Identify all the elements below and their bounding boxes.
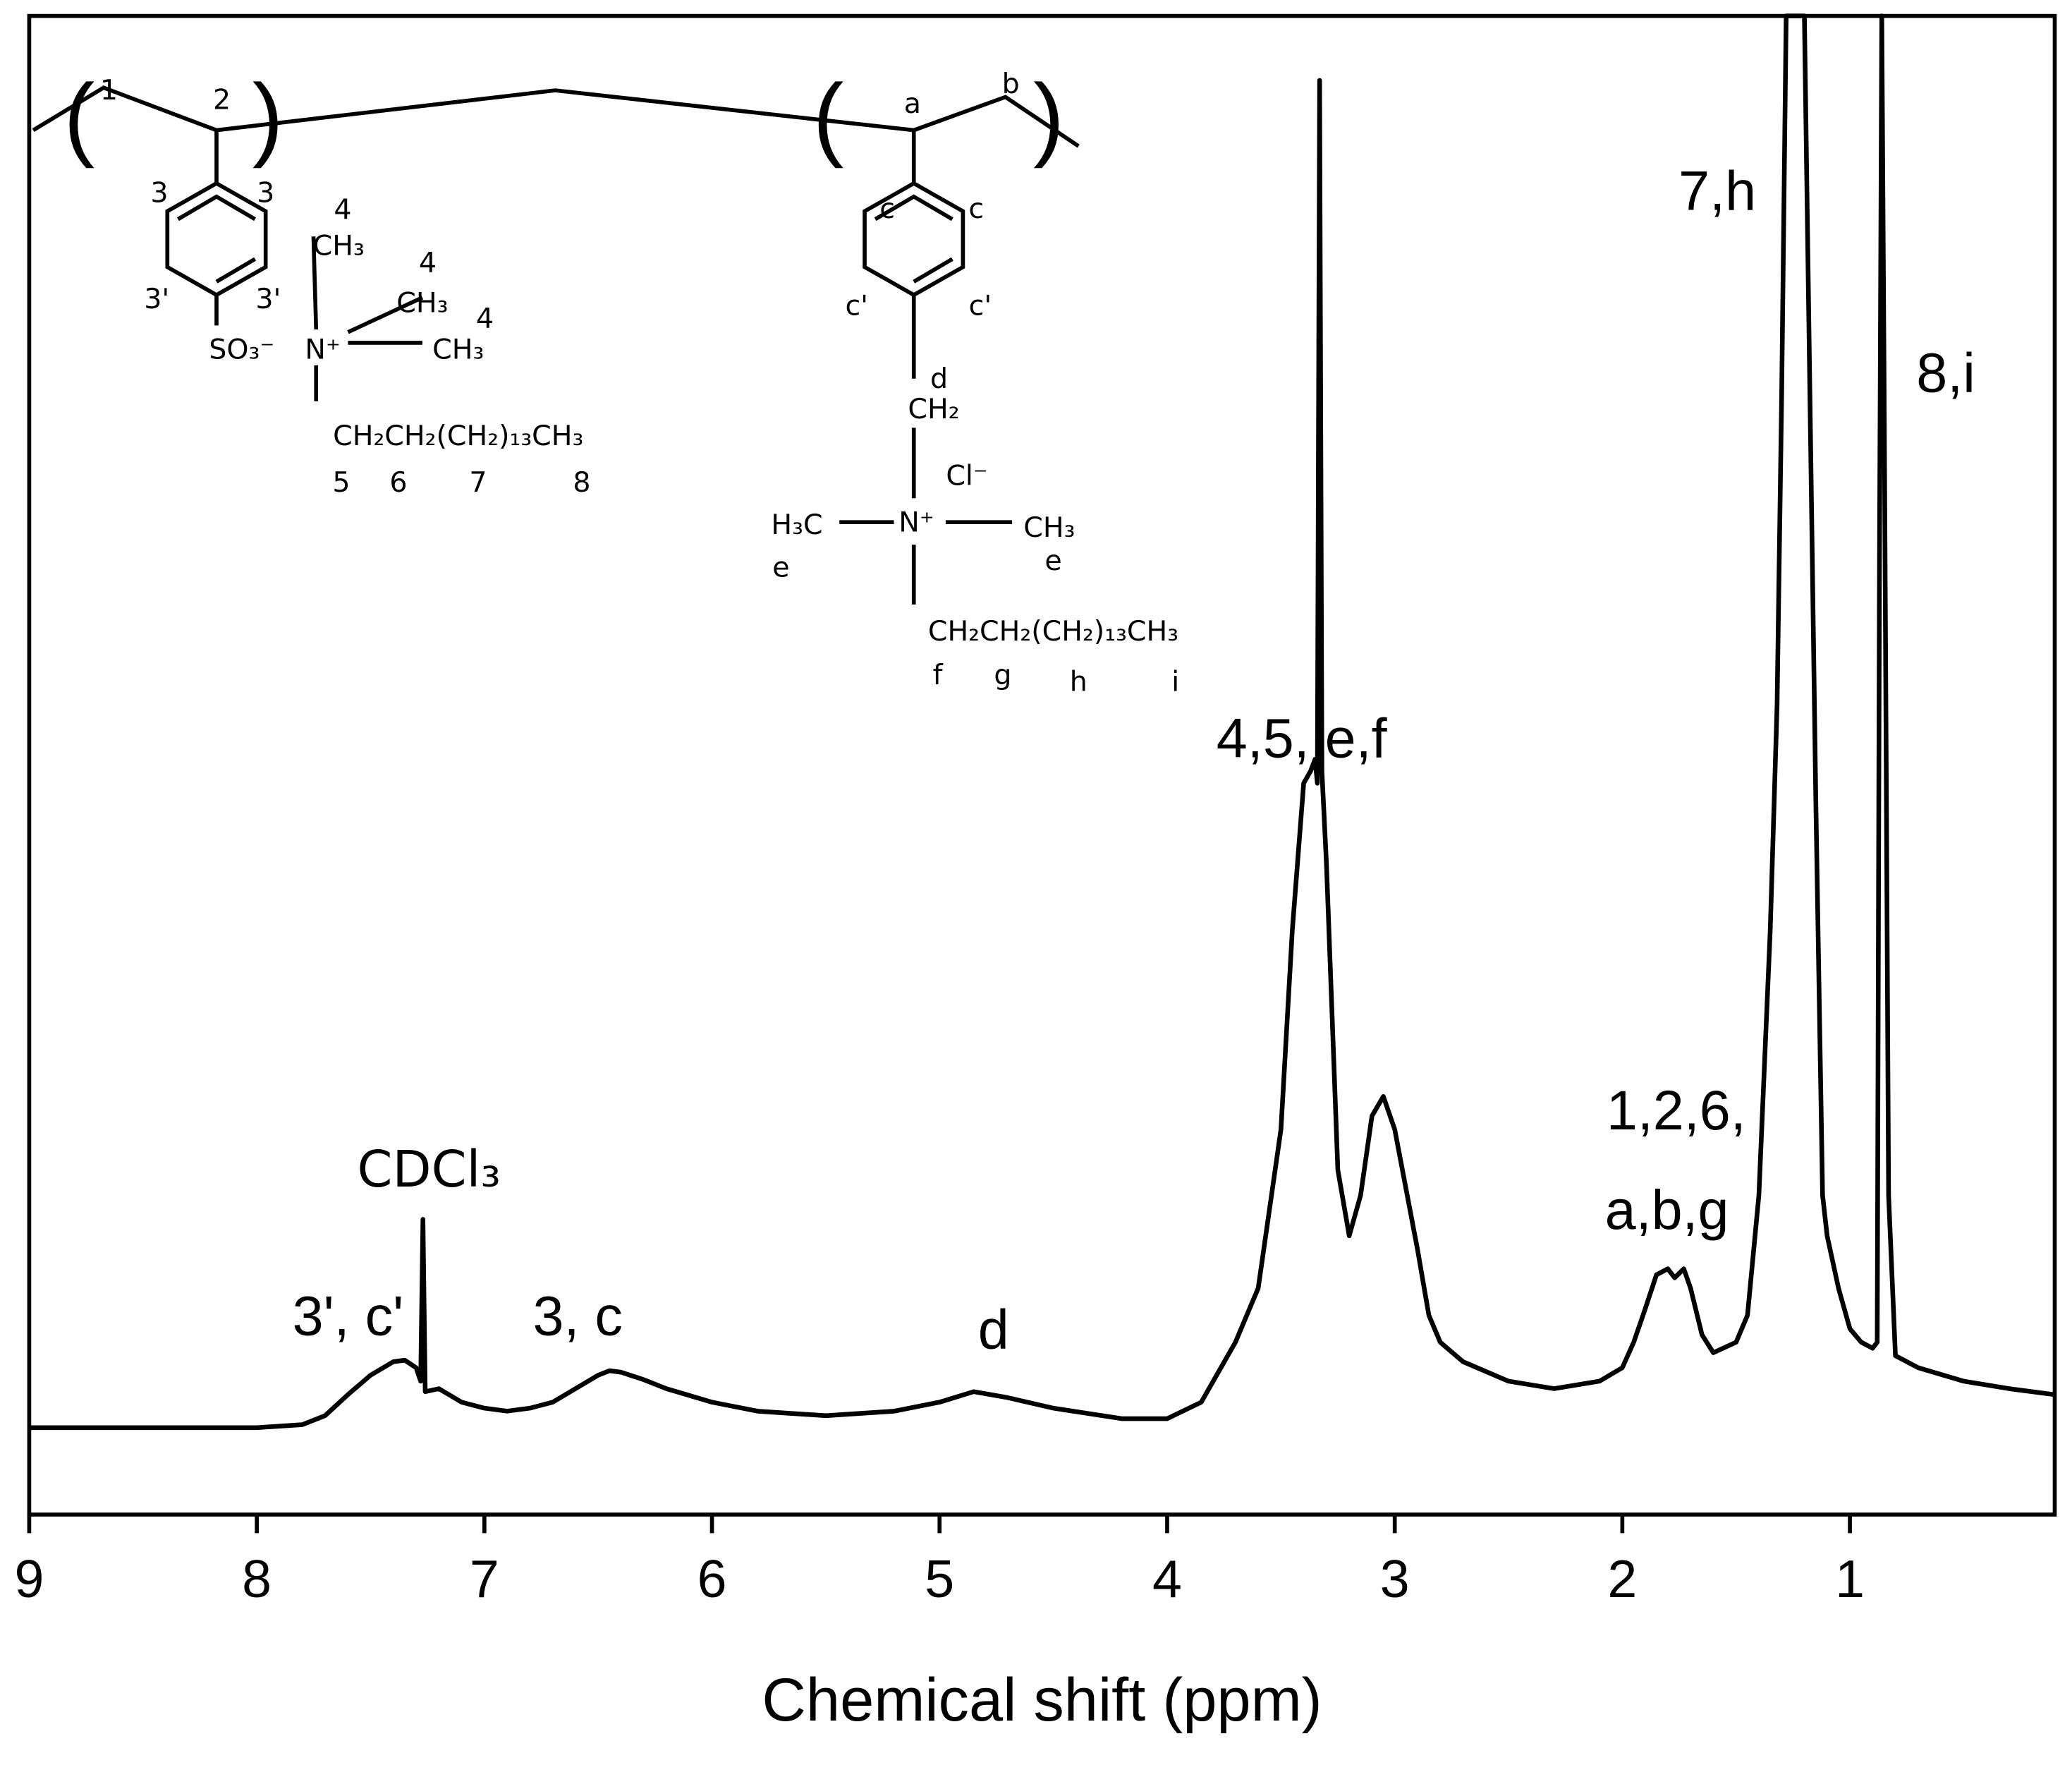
structure-label: CH₂CH₂(CH₂)₁₃CH₃ — [333, 420, 583, 452]
structure-label: 3' — [255, 283, 281, 315]
structure-label: 4 — [419, 247, 437, 279]
structure-label: CH₃ — [313, 230, 365, 262]
structure-label: a — [904, 87, 921, 120]
structure-label: 4 — [476, 303, 494, 335]
spectrum-line — [29, 13, 2055, 1431]
structure-label: 3 — [257, 176, 274, 209]
x-tick-label: 8 — [242, 1549, 272, 1608]
structure-label: c — [879, 193, 895, 225]
structure-label: i — [1171, 665, 1179, 698]
structure-label: e — [1044, 545, 1061, 577]
x-tick-label: 7 — [470, 1549, 499, 1608]
bond — [311, 236, 319, 330]
peak-annotation: 1,2,6, — [1607, 1079, 1746, 1141]
structure-label: CH₃ — [396, 287, 448, 320]
x-tick-label: 1 — [1835, 1549, 1865, 1608]
x-tick-label: 5 — [925, 1549, 954, 1608]
x-tick-label: 3 — [1380, 1549, 1410, 1608]
x-axis-label: Chemical shift (ppm) — [762, 1666, 1322, 1734]
structure-label: CH₂CH₂(CH₂)₁₃CH₃ — [928, 615, 1178, 648]
bracket: ( — [63, 65, 95, 169]
structure-label: CH₃ — [1023, 511, 1075, 544]
structure-label: h — [1070, 665, 1087, 698]
bond — [347, 296, 424, 334]
peak-annotation: a,b,g — [1605, 1178, 1729, 1241]
structure-label: f — [933, 659, 944, 691]
peak-annotation: 3, c — [533, 1285, 623, 1347]
structure-label: 5 — [332, 466, 350, 499]
structure-label: 4 — [334, 194, 351, 226]
structure-label: g — [994, 659, 1011, 691]
structure-label: 7 — [469, 466, 487, 499]
structure-label: CH₃ — [432, 333, 484, 365]
structure-label: b — [1002, 68, 1020, 100]
bracket: ( — [813, 65, 844, 169]
x-tick-label: 2 — [1607, 1549, 1637, 1608]
structure-label: d — [930, 363, 948, 395]
structure: ( ) ( ) — [32, 65, 1080, 605]
peak-annotation: d — [978, 1298, 1009, 1361]
peak-annotation: 3', c' — [293, 1285, 404, 1347]
structure-label: 8 — [573, 466, 590, 499]
peak-annotation: 7,h — [1678, 159, 1756, 222]
structure-label: 1 — [100, 74, 118, 107]
x-tick-label: 9 — [14, 1549, 44, 1608]
bracket: ) — [252, 65, 284, 169]
structure-label: 6 — [389, 466, 407, 499]
peak-annotation: CDCl₃ — [358, 1140, 501, 1199]
structure-label: CH₂ — [908, 393, 959, 425]
peak-annotation: 4,5, e,f — [1217, 706, 1388, 769]
structure-label: H₃C — [771, 509, 822, 541]
ring-bond — [913, 257, 953, 284]
structure-label: c — [968, 193, 984, 225]
structure-label: N⁺ — [305, 333, 340, 365]
peak-annotation: 8,i — [1916, 341, 1975, 404]
bracket: ) — [1033, 65, 1064, 169]
ring-bond — [215, 257, 257, 284]
ring — [165, 181, 268, 298]
backbone — [32, 85, 1080, 148]
structure-label: 2 — [213, 83, 231, 116]
structure-label: 3 — [150, 176, 168, 209]
structure-label: SO₃⁻ — [209, 333, 274, 365]
x-tick-label: 6 — [697, 1549, 727, 1608]
ring-bond — [176, 194, 257, 222]
ring-bond — [874, 194, 953, 222]
structure-label: c' — [845, 289, 868, 322]
structure-label: e — [772, 551, 789, 583]
structure-label: c' — [969, 289, 992, 322]
structure-label: 3' — [144, 283, 169, 315]
structure-label: Cl⁻ — [946, 459, 987, 492]
plot-frame — [27, 13, 2057, 1517]
x-tick-label: 4 — [1152, 1549, 1182, 1608]
structure-label: N⁺ — [898, 506, 934, 538]
